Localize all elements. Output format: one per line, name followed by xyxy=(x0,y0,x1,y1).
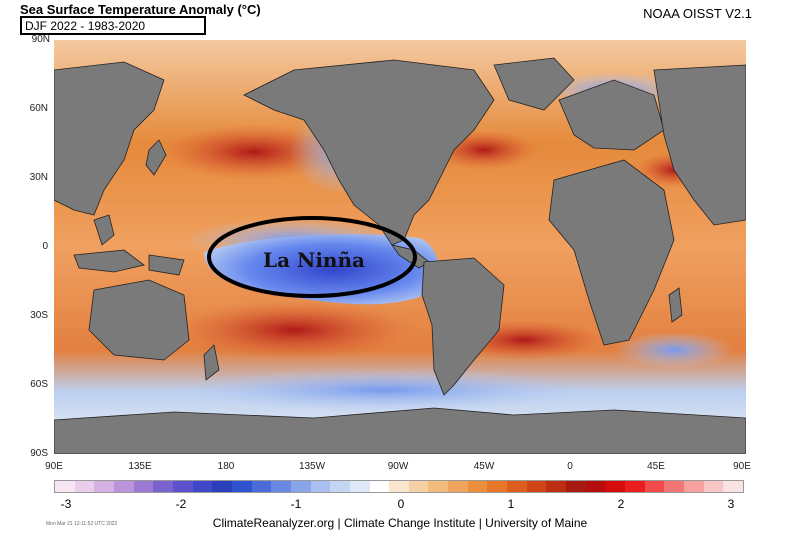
colorbar-swatch xyxy=(133,481,154,492)
lon-label-0: 0 xyxy=(567,461,573,472)
colorbar-swatch xyxy=(113,481,134,492)
colorbar-swatch xyxy=(507,481,527,492)
colorbar-swatch xyxy=(192,481,213,492)
colorbar-swatch xyxy=(212,481,232,492)
lat-label-30n: 30N xyxy=(29,172,48,183)
colorbar-swatch xyxy=(625,481,645,492)
colorbar-swatch xyxy=(605,481,626,492)
colorbar-swatch xyxy=(153,481,173,492)
colorbar-swatch xyxy=(703,481,724,492)
colorbar-swatch xyxy=(566,481,586,492)
colorbar-label-3: 3 xyxy=(727,497,735,511)
lon-label-90e: 90E xyxy=(45,461,63,472)
footer-credit: ClimateReanalyzer.org | Climate Change I… xyxy=(212,516,588,530)
colorbar-swatch xyxy=(231,481,252,492)
colorbar-swatch xyxy=(369,481,390,492)
lon-label-135w: 135W xyxy=(298,461,326,472)
colorbar-swatch xyxy=(172,481,193,492)
lat-label-90s: 90S xyxy=(30,448,48,459)
colorbar-swatch xyxy=(467,481,488,492)
lon-label-135e: 135E xyxy=(128,461,152,472)
colorbar-swatch xyxy=(389,481,409,492)
colorbar-swatch xyxy=(487,481,508,492)
colorbar-label-neg2: -2 xyxy=(175,497,187,511)
lat-label-90n: 90N xyxy=(31,34,50,45)
lon-label-90e-right: 90E xyxy=(733,461,751,472)
sst-anomaly-map: La Ninña xyxy=(54,40,746,454)
colorbar-swatch xyxy=(310,481,331,492)
colorbar-swatch xyxy=(330,481,350,492)
colorbar-swatch xyxy=(644,481,665,492)
colorbar-swatch xyxy=(526,481,547,492)
colorbar-label-1: 1 xyxy=(507,497,515,511)
lon-label-90w: 90W xyxy=(387,461,409,472)
colorbar-swatch xyxy=(271,481,291,492)
colorbar-label-2: 2 xyxy=(617,497,625,511)
lon-label-45w: 45W xyxy=(473,461,495,472)
period-label: DJF 2022 - 1983-2020 xyxy=(20,16,206,35)
colorbar-swatch xyxy=(408,481,429,492)
lat-label-30s: 30S xyxy=(30,310,48,321)
colorbar-label-neg1: -1 xyxy=(290,497,302,511)
la-nina-outline xyxy=(207,216,417,298)
timestamp: Mon Mar 21 12:11:52 UTC 2022 xyxy=(46,521,118,527)
lat-label-60s: 60S xyxy=(30,379,48,390)
colorbar xyxy=(54,480,744,493)
colorbar-swatch xyxy=(251,481,272,492)
colorbar-swatch xyxy=(428,481,449,492)
dataset-label: NOAA OISST V2.1 xyxy=(643,6,752,21)
colorbar-swatch xyxy=(723,481,743,492)
colorbar-swatch xyxy=(74,481,95,492)
lon-label-45e: 45E xyxy=(647,461,665,472)
colorbar-swatch xyxy=(448,481,468,492)
colorbar-swatch xyxy=(684,481,704,492)
colorbar-label-neg3: -3 xyxy=(60,497,72,511)
lat-label-0: 0 xyxy=(42,241,48,252)
colorbar-swatch xyxy=(349,481,370,492)
lat-label-60n: 60N xyxy=(29,103,48,114)
colorbar-swatch xyxy=(585,481,606,492)
lon-label-180: 180 xyxy=(217,461,235,472)
colorbar-swatch xyxy=(94,481,114,492)
colorbar-swatch xyxy=(55,481,75,492)
colorbar-swatch xyxy=(290,481,311,492)
colorbar-label-0: 0 xyxy=(397,497,405,511)
colorbar-swatch xyxy=(546,481,567,492)
chart-title: Sea Surface Temperature Anomaly (°C) xyxy=(20,2,261,17)
la-nina-label: La Ninña xyxy=(263,248,365,272)
colorbar-swatch xyxy=(664,481,684,492)
